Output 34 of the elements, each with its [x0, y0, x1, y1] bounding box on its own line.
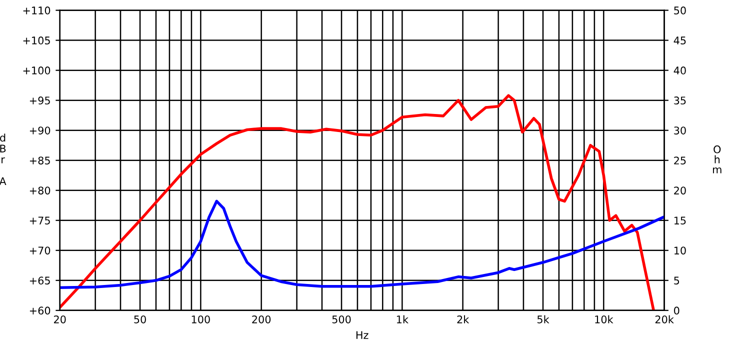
y-tick-label: +60 — [30, 306, 50, 315]
y2-tick-label: 0 — [674, 306, 680, 315]
x-tick-label: 500 — [332, 315, 351, 324]
x-tick-label: 2k — [457, 315, 470, 324]
y-tick-label: +65 — [30, 276, 50, 285]
x-tick-label: 10k — [595, 315, 614, 324]
y-tick-label: +70 — [30, 246, 50, 254]
x-tick-label: 50 — [134, 315, 146, 324]
x-tick-label: 100 — [192, 315, 210, 324]
y2-tick-label: 20 — [674, 186, 686, 194]
x-tick-label: 1k — [396, 315, 408, 324]
x-tick-label: 5k — [537, 315, 550, 324]
y-tick-label: +85 — [30, 156, 50, 164]
x-axis-title: Hz — [356, 331, 368, 339]
y2-tick-label: 5 — [674, 276, 680, 285]
y2-tick-label: 40 — [674, 66, 686, 74]
x-tick-label: 20 — [54, 315, 66, 324]
x-tick-label: 20k — [655, 315, 674, 324]
y-tick-label: +80 — [30, 186, 50, 194]
y-tick-label: +110 — [23, 6, 50, 14]
y2-tick-label: 10 — [674, 246, 686, 254]
y-tick-label: +105 — [23, 36, 50, 44]
y2-tick-label: 30 — [674, 126, 686, 134]
y2-tick-label: 50 — [674, 6, 686, 14]
y-tick-label: +90 — [30, 126, 50, 134]
y-tick-label: +75 — [30, 216, 50, 224]
y2-axis-title: Ohm — [713, 145, 722, 174]
y-tick-label: +100 — [23, 66, 50, 74]
y2-tick-label: 15 — [674, 216, 686, 224]
y2-tick-label: 45 — [674, 36, 686, 44]
x-tick-label: 200 — [252, 315, 271, 324]
y-tick-label: +95 — [30, 96, 50, 104]
y2-tick-label: 35 — [674, 96, 686, 104]
y2-tick-label: 25 — [674, 156, 686, 164]
